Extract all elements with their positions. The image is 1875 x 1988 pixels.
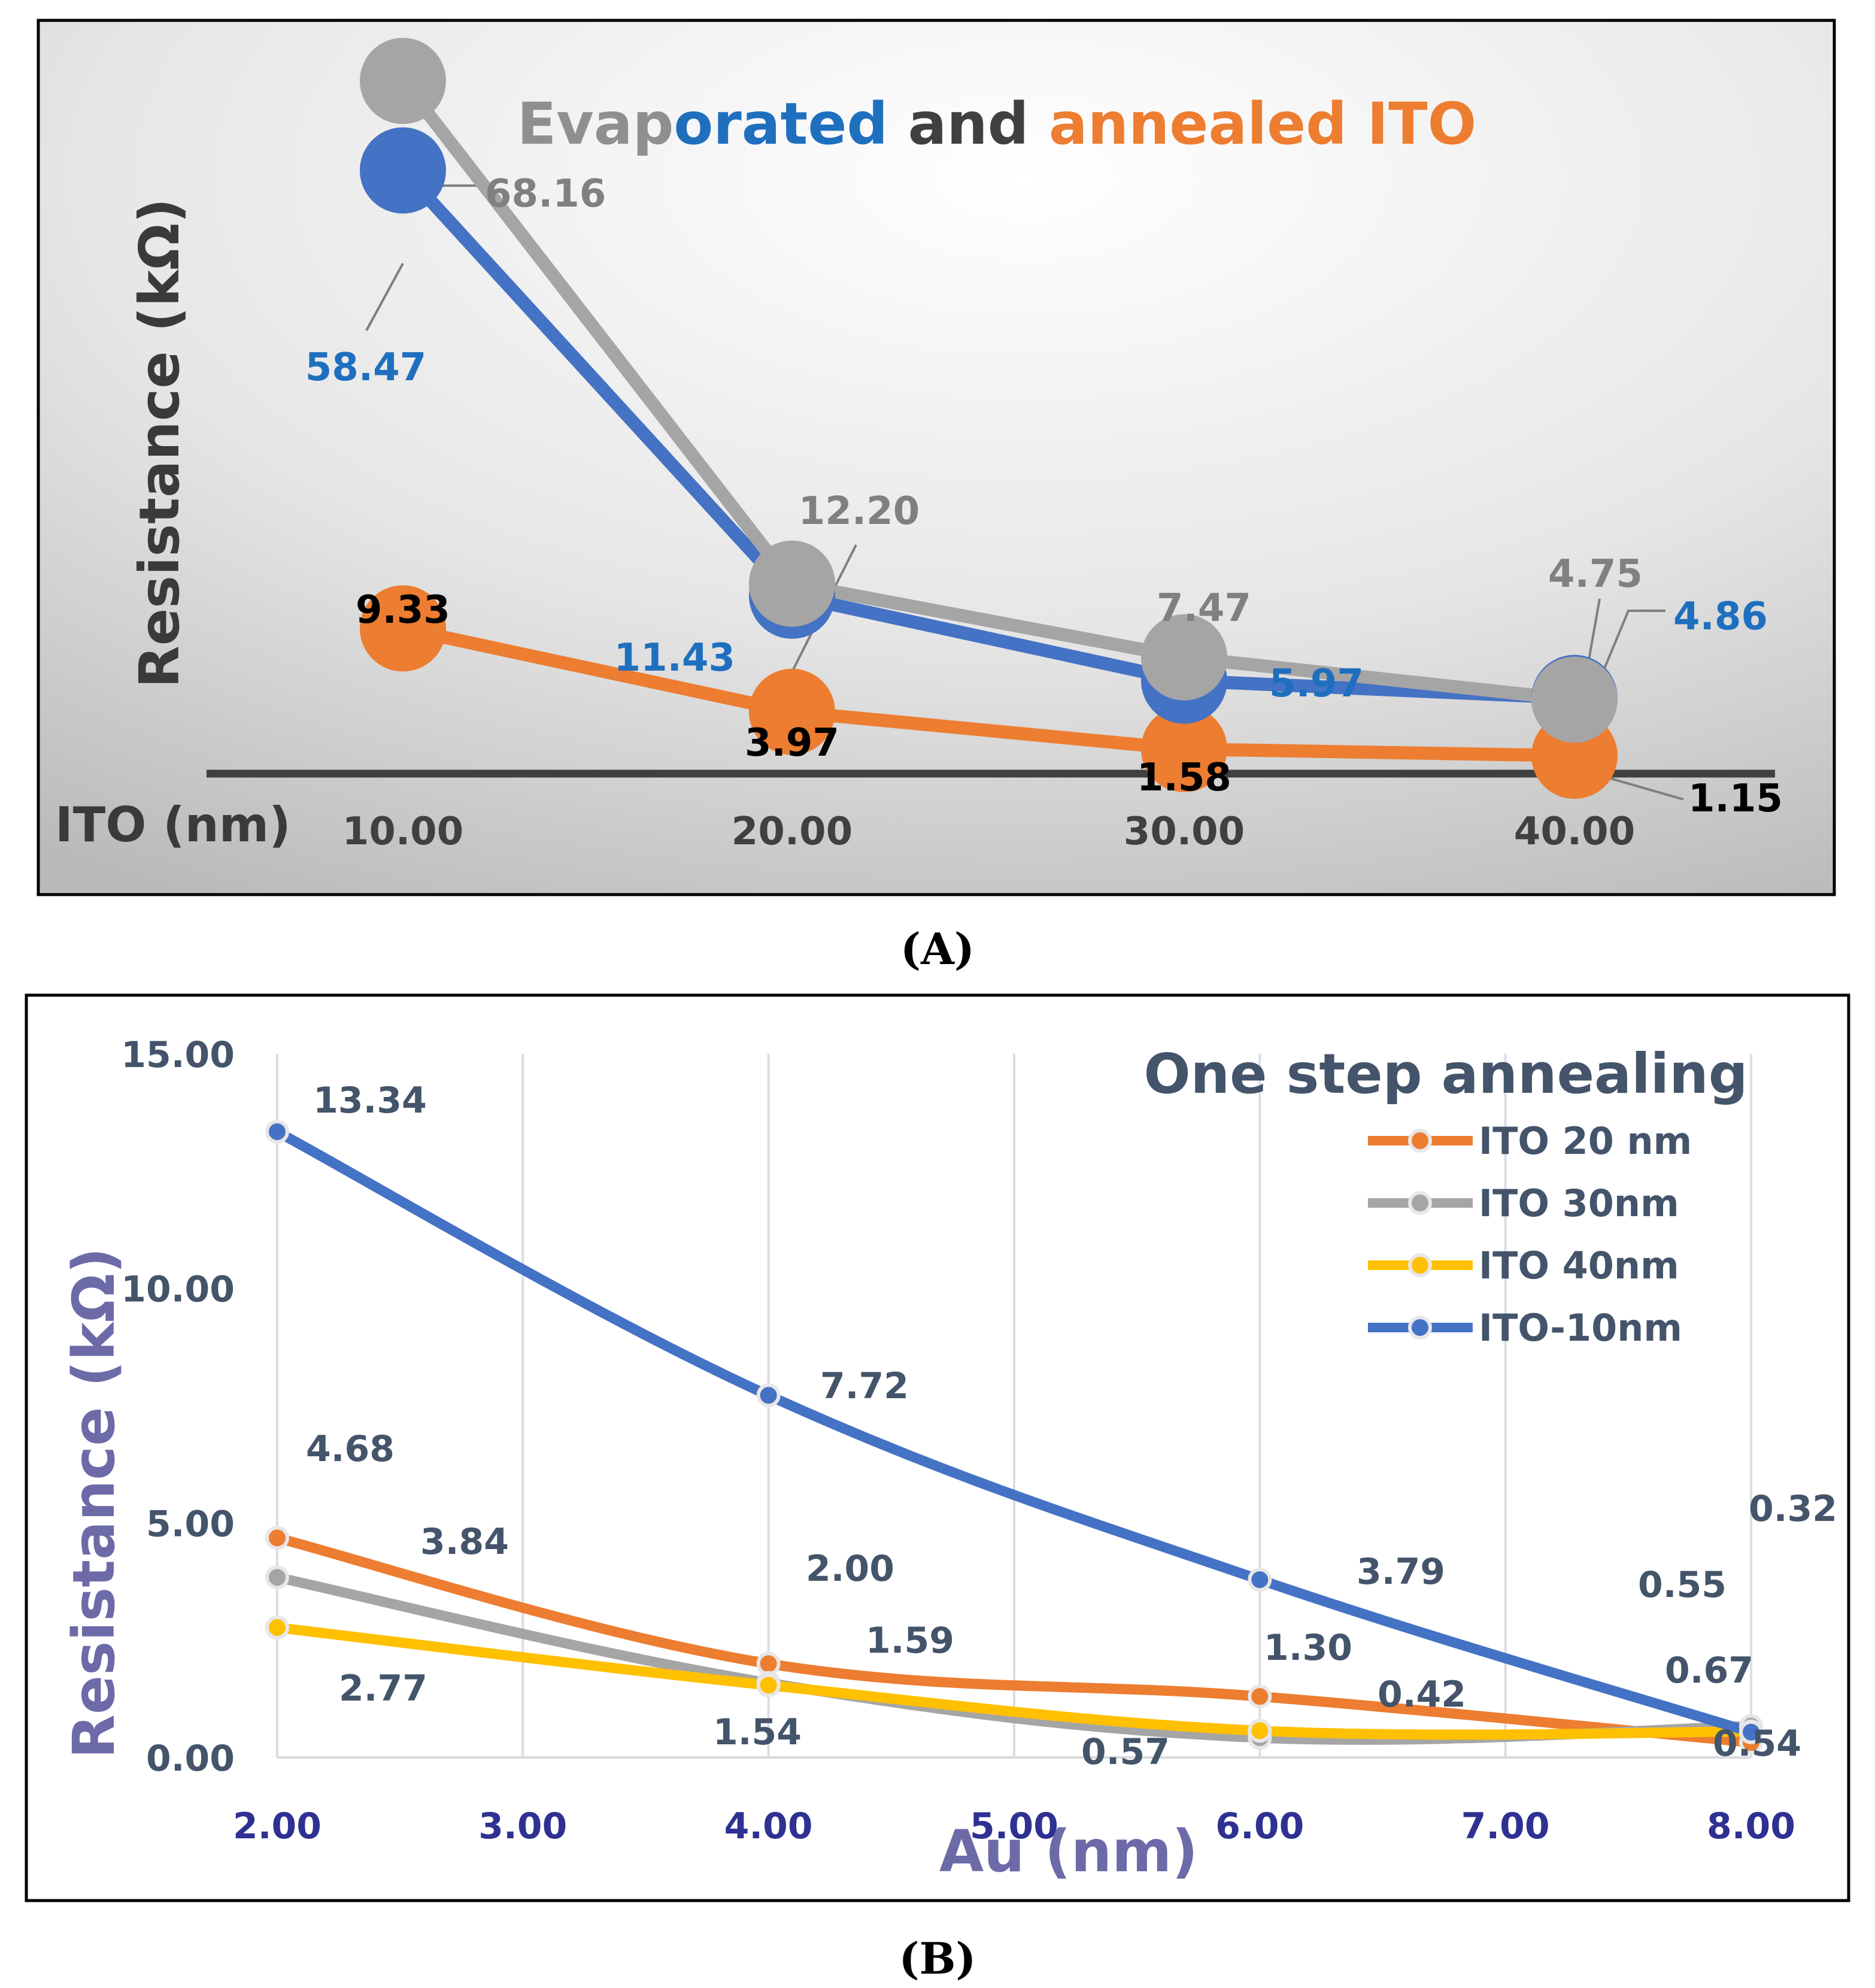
panel-a-caption: (A) [900, 923, 975, 974]
panel-a-data-label: 4.86 [1673, 595, 1768, 639]
panel-a-data-label: 5.97 [1269, 662, 1364, 706]
panel-b-data-label: 3.79 [1357, 1551, 1445, 1593]
panel-b-marker [265, 1616, 289, 1640]
panel-b-data-label: 2.77 [339, 1668, 427, 1710]
panel-a-data-label: 3.97 [745, 721, 839, 765]
panel-a-line-annealed [401, 622, 1575, 763]
panel-b-marker [1248, 1684, 1272, 1709]
panel-b-marker [1248, 1719, 1272, 1743]
panel-b-title: One step annealing [1143, 1042, 1747, 1106]
panel-a-data-label: 68.16 [485, 172, 606, 216]
panel-a-y-axis-title: Resistance (kΩ) [128, 198, 192, 688]
panel-b-x-tick-label: 6.00 [1215, 1805, 1304, 1847]
legend-item: ITO-10nm [1368, 1306, 1682, 1350]
legend-item: ITO 20 nm [1368, 1119, 1692, 1163]
panel-b-marker [1739, 1720, 1763, 1744]
panel-b-y-tick-label: 10.00 [121, 1269, 235, 1311]
panel-b-marker [756, 1651, 781, 1676]
panel-b-x-tick-label: 2.00 [233, 1805, 321, 1847]
panel-a-data-label: 1.15 [1688, 777, 1783, 821]
panel-b-x-tick-label: 5.00 [970, 1805, 1058, 1847]
panel-b-marker [756, 1673, 781, 1698]
legend-label: ITO 30nm [1479, 1181, 1679, 1225]
panel-b-y-tick-label: 5.00 [146, 1503, 235, 1545]
legend-label: ITO-10nm [1479, 1306, 1682, 1350]
panel-b-data-label: 0.32 [1749, 1488, 1837, 1530]
panel-a-marker-evaporated-2 [749, 540, 835, 627]
panel-a-marker-evaporated-2 [1141, 614, 1227, 701]
legend-label: ITO 40nm [1479, 1244, 1679, 1287]
panel-b-caption: (B) [899, 1933, 976, 1984]
panel-a-data-label: 9.33 [356, 588, 450, 632]
panel-b-line-ito-10nm [272, 1126, 1756, 1738]
panel-a-marker-evaporated-2 [1531, 656, 1618, 743]
panel-a-data-label: 58.47 [305, 346, 426, 390]
panel-b-data-label: 3.84 [420, 1521, 509, 1563]
panel-a-marker-annealed [1141, 705, 1227, 792]
panel-b-marker [265, 1120, 289, 1144]
panel-a-marker-evaporated [360, 127, 446, 214]
panel-b-x-tick-label: 7.00 [1461, 1805, 1550, 1847]
panel-a-line-evaporated-2 [398, 77, 1576, 707]
panel-b-data-label: 7.72 [820, 1365, 909, 1407]
panel-b-y-axis-title: Resistance (kΩ) [60, 1247, 128, 1759]
panel-b-data-label: 0.54 [1713, 1723, 1801, 1765]
panel-b-data-label: 0.42 [1378, 1674, 1466, 1716]
panel-b: 2.00 3.00 4.00 5.00 6.00 7.00 8.00 0.00 5.00 10.0… [25, 993, 1850, 1902]
panel-a-x-tick-label: 40.00 [1514, 810, 1635, 854]
panel-a-leader-line [365, 263, 404, 331]
legend-swatch-marker [1408, 1129, 1432, 1153]
panel-a-x-axis-title: ITO (nm) [55, 797, 291, 853]
panel-a-data-label: 7.47 [1157, 586, 1251, 631]
legend-item: ITO 40nm [1368, 1244, 1679, 1287]
panel-b-data-label: 0.55 [1638, 1564, 1727, 1606]
panel-b-data-label: 1.30 [1264, 1627, 1352, 1669]
panel-b-x-tick-label: 4.00 [724, 1805, 813, 1847]
panel-a-x-tick-label: 20.00 [732, 810, 852, 854]
panel-a-data-label: 1.58 [1137, 756, 1231, 800]
panel-b-data-label: 1.59 [866, 1620, 954, 1662]
panel-b-marker [1248, 1568, 1272, 1592]
panel-a-data-label: 4.75 [1548, 552, 1643, 596]
panel-b-data-label: 1.54 [713, 1711, 802, 1753]
panel-a-x-tick-label: 30.00 [1124, 810, 1245, 854]
panel-a-data-label: 11.43 [614, 636, 735, 680]
panel-a-x-tick-label: 10.00 [342, 810, 463, 854]
panel-b-y-tick-label: 0.00 [146, 1738, 235, 1780]
panel-b-data-label: 0.57 [1081, 1731, 1170, 1773]
panel-a-marker-annealed [749, 668, 835, 755]
panel-a-marker-annealed [360, 585, 446, 672]
panel-b-x-tick-label: 3.00 [478, 1805, 567, 1847]
panel-a-title: Evaporated and annealed ITO [517, 90, 1476, 157]
panel-b-frame [25, 993, 1850, 1902]
panel-b-marker [265, 1565, 289, 1590]
panel-b-line-ito-20-nm [272, 1532, 1756, 1748]
panel-a-marker-evaporated-2 [360, 38, 446, 125]
panel-b-x-axis-title: Au (nm) [939, 1818, 1198, 1885]
panel-b-line-ito-40nm [272, 1622, 1756, 1740]
panel-b-data-label: 0.67 [1665, 1650, 1753, 1692]
panel-b-marker [265, 1526, 289, 1550]
panel-a-data-label: 12.20 [799, 489, 920, 534]
panel-b-data-label: 13.34 [313, 1080, 427, 1122]
panel-b-data-label: 2.00 [806, 1548, 894, 1590]
panel-a-line-evaporated [398, 166, 1575, 705]
legend-label: ITO 20 nm [1479, 1119, 1692, 1163]
legend-swatch-marker [1408, 1316, 1432, 1340]
legend-swatch-marker [1408, 1253, 1432, 1277]
panel-b-x-tick-label: 8.00 [1707, 1805, 1795, 1847]
legend-item: ITO 30nm [1368, 1181, 1679, 1225]
panel-a: Evaporated and annealed ITO Resistance (… [37, 19, 1836, 896]
panel-b-marker [756, 1383, 781, 1408]
panel-b-y-tick-label: 15.00 [121, 1034, 235, 1076]
panel-b-data-label: 4.68 [306, 1428, 395, 1470]
legend-swatch-marker [1408, 1191, 1432, 1215]
